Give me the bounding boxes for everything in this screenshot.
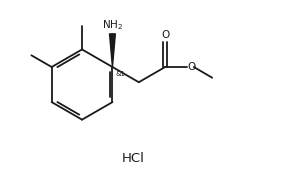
Text: &1: &1 <box>115 71 125 77</box>
Polygon shape <box>109 34 115 67</box>
Text: NH$_2$: NH$_2$ <box>102 18 123 31</box>
Text: HCl: HCl <box>121 152 144 165</box>
Text: O: O <box>187 62 196 72</box>
Text: O: O <box>161 30 169 40</box>
